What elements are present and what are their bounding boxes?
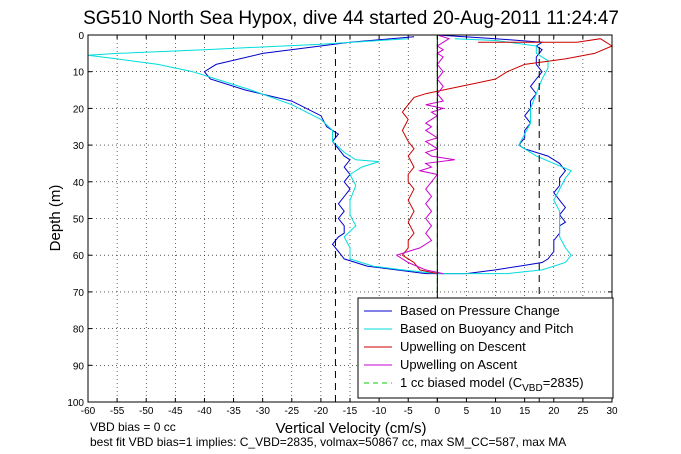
x-tick-label: 5 — [464, 406, 470, 417]
y-tick-label: 20 — [73, 104, 85, 115]
x-tick-label: -45 — [168, 406, 183, 417]
series-line-2 — [87, 38, 572, 275]
x-tick-label: 15 — [519, 406, 531, 417]
series-line-4 — [395, 34, 455, 275]
x-tick-label: 20 — [548, 406, 560, 417]
series-line-3 — [401, 38, 614, 275]
y-tick-label: 60 — [73, 251, 85, 262]
y-tick-label: 100 — [67, 398, 84, 409]
x-tick-label: -5 — [404, 406, 413, 417]
legend-entry: 1 cc biased model (CVBD=2835) — [400, 375, 584, 394]
legend: Based on Pressure Change Based on Buoyanc… — [357, 297, 614, 399]
y-tick-label: 40 — [73, 178, 85, 189]
y-tick-label: 80 — [73, 325, 85, 336]
y-tick-label: 90 — [73, 361, 85, 372]
x-tick-label: 30 — [606, 406, 618, 417]
series-line-1 — [203, 34, 567, 275]
x-tick-label: 0 — [435, 406, 441, 417]
x-tick-label: -15 — [343, 406, 358, 417]
best-fit-note: best fit VBD bias=1 implies: C_VBD=2835,… — [90, 435, 566, 449]
chart-title: SG510 North Sea Hypox, dive 44 started 2… — [83, 8, 619, 29]
legend-entry: Based on Pressure Change — [400, 303, 560, 318]
y-axis-label: Depth (m) — [47, 185, 64, 252]
legend-entry: Upwelling on Ascent — [400, 357, 517, 372]
x-tick-label: -30 — [255, 406, 270, 417]
legend-box — [357, 297, 614, 399]
x-tick-label: -40 — [197, 406, 212, 417]
x-tick-label: -20 — [314, 406, 329, 417]
y-tick-label: 70 — [73, 288, 85, 299]
x-tick-label: -60 — [81, 406, 96, 417]
x-tick-label: 25 — [577, 406, 589, 417]
legend-entry: Based on Buoyancy and Pitch — [400, 321, 573, 336]
x-tick-label: -55 — [110, 406, 125, 417]
x-tick-labels: -60 -55 -50 -45 -40 -35 -30 -25 -20 -15 -10 -5 0 5 10 1… — [81, 406, 618, 417]
y-tick-label: 30 — [73, 141, 85, 152]
y-tick-label: 50 — [73, 215, 85, 226]
x-tick-label: -25 — [285, 406, 300, 417]
vbd-bias-note: VBD bias = 0 cc — [90, 420, 176, 434]
x-tick-label: 10 — [490, 406, 502, 417]
y-tick-label: 10 — [73, 68, 85, 79]
y-tick-labels: 0 10 20 30 40 50 60 70 80 90 100 — [67, 31, 84, 409]
x-tick-label: -50 — [139, 406, 154, 417]
x-tick-label: -35 — [226, 406, 241, 417]
x-axis-label: Vertical Velocity (cm/s) — [276, 420, 427, 437]
legend-entry: Upwelling on Descent — [400, 339, 526, 354]
y-tick-label: 0 — [78, 31, 84, 42]
plot-frame — [87, 34, 613, 403]
x-tick-label: -10 — [372, 406, 387, 417]
